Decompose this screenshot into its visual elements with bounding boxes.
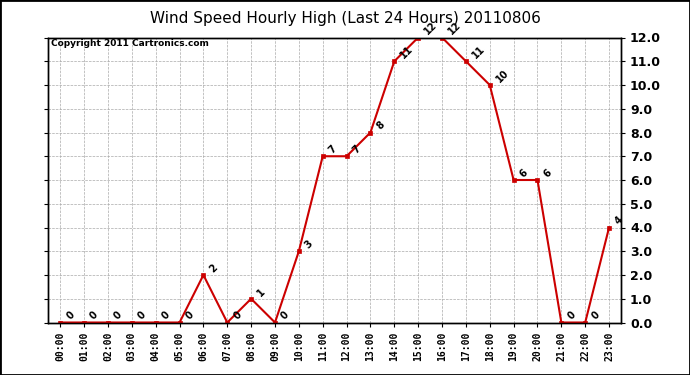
Text: Wind Speed Hourly High (Last 24 Hours) 20110806: Wind Speed Hourly High (Last 24 Hours) 2… — [150, 11, 540, 26]
Text: 0: 0 — [160, 310, 172, 322]
Text: 6: 6 — [542, 167, 553, 179]
Text: 11: 11 — [470, 44, 486, 60]
Text: 2: 2 — [208, 262, 219, 274]
Text: 0: 0 — [88, 310, 100, 322]
Text: 0: 0 — [184, 310, 195, 322]
Text: 12: 12 — [422, 20, 439, 37]
Text: 3: 3 — [303, 238, 315, 250]
Text: 0: 0 — [589, 310, 601, 322]
Text: 0: 0 — [64, 310, 76, 322]
Text: 10: 10 — [494, 68, 511, 84]
Text: 12: 12 — [446, 20, 463, 37]
Text: 0: 0 — [136, 310, 148, 322]
Text: 0: 0 — [279, 310, 291, 322]
Text: 6: 6 — [518, 167, 530, 179]
Text: 0: 0 — [231, 310, 244, 322]
Text: 4: 4 — [613, 215, 625, 227]
Text: 8: 8 — [375, 120, 386, 132]
Text: 0: 0 — [566, 310, 578, 322]
Text: 11: 11 — [398, 44, 415, 60]
Text: 1: 1 — [255, 286, 267, 298]
Text: Copyright 2011 Cartronics.com: Copyright 2011 Cartronics.com — [51, 39, 209, 48]
Text: 7: 7 — [351, 144, 362, 156]
Text: 7: 7 — [327, 144, 339, 156]
Text: 0: 0 — [112, 310, 124, 322]
